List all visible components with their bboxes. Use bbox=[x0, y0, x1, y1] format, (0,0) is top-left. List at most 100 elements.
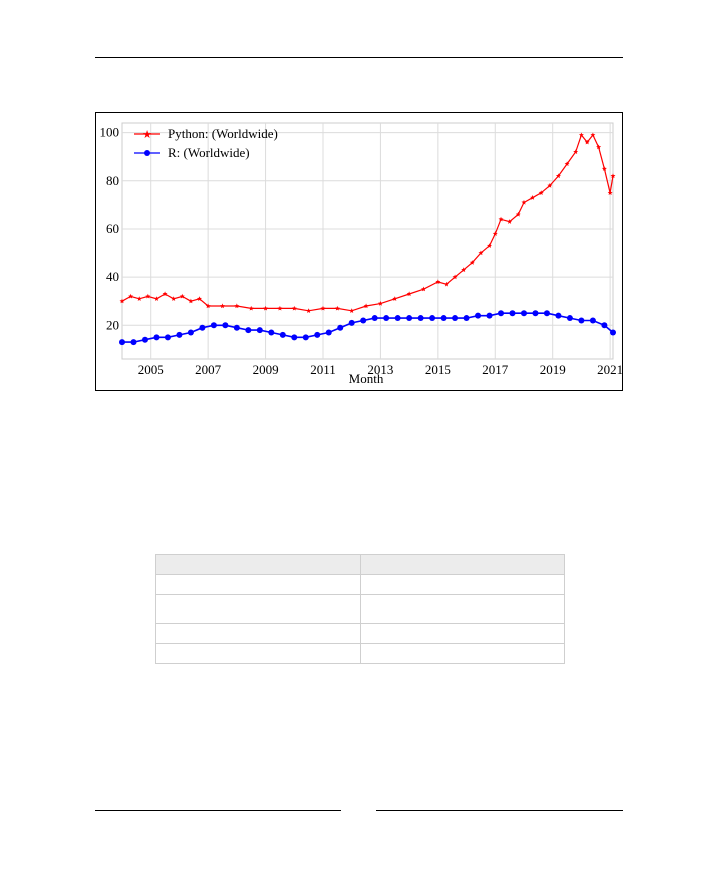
footer-rule-left bbox=[95, 810, 341, 811]
table-cell bbox=[155, 643, 361, 664]
legend: ★ Python: (Worldwide) R: (Worldwide) bbox=[134, 126, 278, 160]
x-tick-label: 2011 bbox=[310, 362, 336, 377]
table-header-row bbox=[155, 554, 565, 575]
r-data-point bbox=[578, 317, 585, 324]
r-data-point bbox=[394, 315, 401, 322]
r-data-point bbox=[543, 310, 550, 317]
python-data-point bbox=[564, 161, 570, 167]
figure-frame: 2005 2007 2009 2011 2013 2015 2017 2019 2021 20 40… bbox=[95, 112, 623, 391]
legend-r-marker bbox=[144, 150, 150, 156]
header-rule bbox=[95, 57, 623, 58]
table-cell bbox=[155, 594, 361, 624]
python-data-point bbox=[145, 293, 151, 299]
python-data-point bbox=[443, 281, 449, 287]
python-data-point bbox=[205, 303, 211, 309]
r-data-point bbox=[119, 339, 125, 346]
python-data-point bbox=[607, 190, 613, 195]
python-data-point bbox=[220, 303, 225, 309]
python-data-point bbox=[521, 199, 527, 205]
r-data-point bbox=[383, 315, 390, 322]
python-data-point bbox=[234, 303, 240, 309]
python-data-point bbox=[601, 166, 607, 171]
y-tick-label: 60 bbox=[106, 221, 119, 236]
python-data-point bbox=[377, 301, 383, 306]
python-data-point bbox=[320, 305, 326, 311]
python-data-point bbox=[421, 286, 426, 292]
r-data-point bbox=[440, 315, 447, 322]
y-tick-label: 40 bbox=[106, 269, 119, 284]
python-data-point bbox=[578, 132, 584, 138]
python-data-point bbox=[406, 291, 412, 297]
table-header-cell bbox=[360, 554, 565, 575]
python-data-point bbox=[590, 132, 596, 138]
python-data-point bbox=[573, 149, 579, 154]
r-data-point bbox=[164, 334, 171, 341]
r-data-point bbox=[130, 339, 137, 346]
python-data-point bbox=[507, 219, 513, 224]
table-header-cell bbox=[155, 554, 361, 575]
python-data-point bbox=[248, 305, 254, 311]
r-data-point bbox=[589, 317, 596, 324]
r-data-point bbox=[463, 315, 470, 322]
python-data-point bbox=[492, 231, 498, 236]
python-data-point bbox=[452, 274, 458, 280]
table-row bbox=[155, 643, 565, 664]
r-data-point bbox=[610, 329, 616, 336]
python-data-point bbox=[469, 260, 475, 265]
python-data-point bbox=[538, 190, 544, 195]
x-tick-label: 2005 bbox=[138, 362, 164, 377]
y-tick-label: 100 bbox=[100, 125, 120, 140]
r-data-point bbox=[233, 324, 240, 331]
legend-python-marker: ★ bbox=[142, 129, 152, 141]
python-data-point bbox=[435, 279, 441, 285]
r-data-point bbox=[532, 310, 539, 317]
tick-labels: 2005 2007 2009 2011 2013 2015 2017 2019 2021 20 40… bbox=[100, 125, 623, 377]
r-data-point bbox=[176, 331, 183, 338]
x-tick-label: 2009 bbox=[253, 362, 279, 377]
python-data-point bbox=[349, 308, 355, 313]
table-row bbox=[155, 574, 565, 595]
python-data-point bbox=[392, 296, 398, 301]
python-data-point bbox=[530, 195, 536, 200]
r-data-point bbox=[314, 331, 321, 338]
r-data-point bbox=[486, 312, 493, 319]
python-data-point bbox=[162, 291, 168, 297]
python-data-point bbox=[515, 211, 521, 217]
table-cell bbox=[360, 623, 565, 644]
r-data-point bbox=[429, 315, 436, 322]
r-data-point bbox=[555, 312, 562, 319]
python-data-point bbox=[188, 298, 194, 304]
python-data-point bbox=[555, 173, 561, 179]
python-data-point bbox=[153, 296, 159, 301]
python-data-point bbox=[171, 296, 177, 301]
y-tick-label: 80 bbox=[106, 173, 119, 188]
table-cell bbox=[155, 623, 361, 644]
python-data-point bbox=[547, 183, 553, 188]
r-data-point bbox=[601, 322, 608, 329]
x-tick-label: 2015 bbox=[425, 362, 451, 377]
python-data-point bbox=[128, 293, 134, 299]
table-cell bbox=[155, 574, 361, 595]
r-data-point bbox=[153, 334, 160, 341]
table-cell bbox=[360, 574, 565, 595]
python-data-point bbox=[179, 293, 185, 299]
x-axis-label: Month bbox=[349, 371, 384, 386]
python-data-point bbox=[487, 243, 492, 248]
r-data-point bbox=[475, 312, 482, 319]
r-data-point bbox=[245, 327, 252, 334]
python-data-point bbox=[334, 305, 340, 311]
r-data-point bbox=[360, 317, 367, 324]
x-tick-label: 2013 bbox=[367, 362, 393, 377]
y-tick-label: 20 bbox=[106, 317, 119, 332]
r-data-point bbox=[199, 324, 206, 331]
python-data-point bbox=[363, 303, 369, 309]
table-row bbox=[155, 594, 565, 624]
r-data-point bbox=[337, 324, 344, 331]
python-data-point bbox=[596, 144, 602, 150]
python-data-point bbox=[498, 216, 504, 222]
x-tick-label: 2019 bbox=[540, 362, 566, 377]
r-data-point bbox=[187, 329, 194, 336]
r-data-point bbox=[222, 322, 229, 329]
r-data-point bbox=[509, 310, 516, 317]
python-data-point bbox=[277, 305, 283, 311]
